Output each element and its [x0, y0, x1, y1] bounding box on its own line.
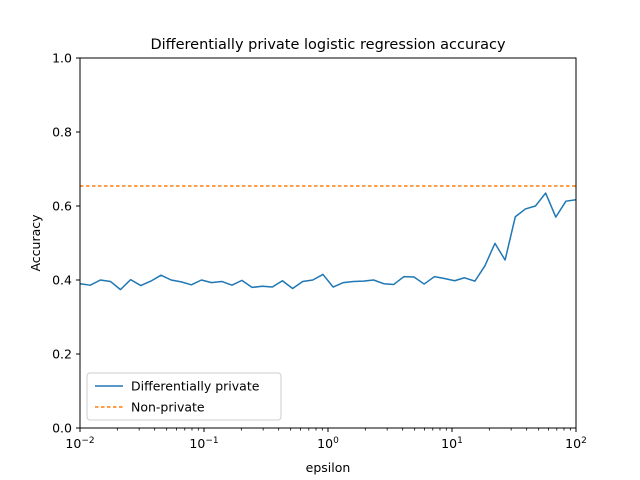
x-tick-base: 10: [441, 436, 457, 451]
legend: Differentially private Non-private: [86, 372, 282, 421]
x-tick-label: 10−2: [65, 436, 94, 451]
y-tick-label: 1.0: [52, 51, 72, 66]
legend-label-1: Non-private: [131, 400, 205, 415]
x-tick-base: 10: [65, 436, 81, 451]
y-axis-label: Accuracy: [28, 214, 43, 272]
y-tick-label: 0.0: [52, 421, 72, 436]
x-tick-label: 100: [317, 436, 339, 451]
x-tick-exponent: −2: [81, 436, 94, 446]
legend-box: [86, 372, 282, 421]
x-tick-base: 10: [565, 436, 581, 451]
y-tick-label: 0.8: [52, 125, 72, 140]
plot-area: [79, 185, 577, 291]
x-tick-label: 102: [565, 436, 587, 451]
x-tick-label: 10−1: [189, 436, 218, 451]
x-tick-exponent: 0: [333, 436, 339, 446]
x-axis-label: epsilon: [306, 460, 351, 475]
axis-ticks: 0.00.20.40.60.81.010−2 10−1 100 101 102: [52, 51, 587, 452]
y-tick-label: 0.2: [52, 347, 72, 362]
y-tick-label: 0.6: [52, 199, 72, 214]
x-tick-exponent: 1: [457, 436, 463, 446]
chart-title: Differentially private logistic regressi…: [150, 37, 506, 53]
y-tick-label: 0.4: [52, 273, 72, 288]
series-line-0: [79, 192, 577, 291]
x-tick-exponent: 2: [581, 436, 587, 446]
x-tick-base: 10: [189, 436, 205, 451]
legend-label-0: Differentially private: [131, 379, 260, 394]
x-tick-exponent: −1: [205, 436, 218, 446]
x-tick-base: 10: [317, 436, 333, 451]
x-tick-label: 101: [441, 436, 463, 451]
